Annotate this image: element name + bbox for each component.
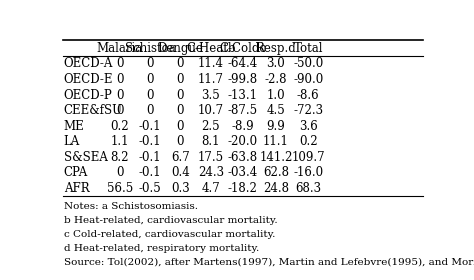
- Text: -63.8: -63.8: [228, 151, 258, 164]
- Text: -13.1: -13.1: [228, 88, 258, 102]
- Text: C-Coldc: C-Coldc: [219, 42, 266, 55]
- Text: 11.7: 11.7: [198, 73, 224, 86]
- Text: 0.2: 0.2: [110, 120, 129, 133]
- Text: Source: Tol(2002), after Martens(1997), Martin and Lefebvre(1995), and Morita: Source: Tol(2002), after Martens(1997), …: [64, 258, 474, 267]
- Text: 0: 0: [146, 88, 154, 102]
- Text: 0.2: 0.2: [299, 135, 318, 148]
- Text: 0: 0: [146, 57, 154, 71]
- Text: CEE&fSU: CEE&fSU: [64, 104, 123, 117]
- Text: 0: 0: [146, 104, 154, 117]
- Text: CPA: CPA: [64, 166, 88, 179]
- Text: 8.1: 8.1: [201, 135, 220, 148]
- Text: -2.8: -2.8: [265, 73, 287, 86]
- Text: 141.2: 141.2: [259, 151, 292, 164]
- Text: 6.7: 6.7: [171, 151, 190, 164]
- Text: LA: LA: [64, 135, 80, 148]
- Text: 4.7: 4.7: [201, 182, 220, 195]
- Text: 17.5: 17.5: [198, 151, 224, 164]
- Text: OECD-P: OECD-P: [64, 88, 112, 102]
- Text: AFR: AFR: [64, 182, 89, 195]
- Text: Dengue: Dengue: [157, 42, 203, 55]
- Text: 1.1: 1.1: [110, 135, 129, 148]
- Text: C-Heatb: C-Heatb: [186, 42, 236, 55]
- Text: 0.4: 0.4: [171, 166, 190, 179]
- Text: ME: ME: [64, 120, 84, 133]
- Text: -0.1: -0.1: [139, 120, 162, 133]
- Text: 0: 0: [177, 104, 184, 117]
- Text: -50.0: -50.0: [293, 57, 323, 71]
- Text: 0: 0: [116, 57, 124, 71]
- Text: 11.4: 11.4: [198, 57, 224, 71]
- Text: -20.0: -20.0: [228, 135, 258, 148]
- Text: -0.1: -0.1: [139, 166, 162, 179]
- Text: 1.0: 1.0: [267, 88, 285, 102]
- Text: 0.3: 0.3: [171, 182, 190, 195]
- Text: 0: 0: [177, 57, 184, 71]
- Text: c Cold-related, cardiovascular mortality.: c Cold-related, cardiovascular mortality…: [64, 230, 275, 239]
- Text: 0: 0: [116, 166, 124, 179]
- Text: 9.9: 9.9: [266, 120, 285, 133]
- Text: 3.6: 3.6: [299, 120, 318, 133]
- Text: -0.1: -0.1: [139, 135, 162, 148]
- Text: 2.5: 2.5: [201, 120, 220, 133]
- Text: 3.0: 3.0: [266, 57, 285, 71]
- Text: 24.3: 24.3: [198, 166, 224, 179]
- Text: 24.8: 24.8: [263, 182, 289, 195]
- Text: OECD-A: OECD-A: [64, 57, 113, 71]
- Text: b Heat-related, cardiovascular mortality.: b Heat-related, cardiovascular mortality…: [64, 216, 277, 225]
- Text: 109.7: 109.7: [292, 151, 325, 164]
- Text: 3.5: 3.5: [201, 88, 220, 102]
- Text: 0: 0: [116, 73, 124, 86]
- Text: -03.4: -03.4: [228, 166, 258, 179]
- Text: 0: 0: [146, 73, 154, 86]
- Text: -90.0: -90.0: [293, 73, 323, 86]
- Text: -72.3: -72.3: [293, 104, 323, 117]
- Text: -16.0: -16.0: [293, 166, 323, 179]
- Text: Malaria: Malaria: [97, 42, 143, 55]
- Text: 8.2: 8.2: [110, 151, 129, 164]
- Text: -64.4: -64.4: [228, 57, 258, 71]
- Text: Schistoa: Schistoa: [125, 42, 175, 55]
- Text: 62.8: 62.8: [263, 166, 289, 179]
- Text: 56.5: 56.5: [107, 182, 133, 195]
- Text: 0: 0: [177, 120, 184, 133]
- Text: d Heat-related, respiratory mortality.: d Heat-related, respiratory mortality.: [64, 244, 259, 253]
- Text: 0: 0: [116, 88, 124, 102]
- Text: -87.5: -87.5: [228, 104, 258, 117]
- Text: Resp.d: Resp.d: [255, 42, 296, 55]
- Text: 0: 0: [177, 135, 184, 148]
- Text: 10.7: 10.7: [198, 104, 224, 117]
- Text: -18.2: -18.2: [228, 182, 258, 195]
- Text: 0: 0: [116, 104, 124, 117]
- Text: -99.8: -99.8: [228, 73, 258, 86]
- Text: 0: 0: [177, 88, 184, 102]
- Text: 0: 0: [177, 73, 184, 86]
- Text: 11.1: 11.1: [263, 135, 289, 148]
- Text: OECD-E: OECD-E: [64, 73, 113, 86]
- Text: -8.6: -8.6: [297, 88, 319, 102]
- Text: -8.9: -8.9: [232, 120, 254, 133]
- Text: S&SEA: S&SEA: [64, 151, 108, 164]
- Text: 68.3: 68.3: [295, 182, 321, 195]
- Text: Notes: a Schistosomiasis.: Notes: a Schistosomiasis.: [64, 202, 198, 211]
- Text: -0.1: -0.1: [139, 151, 162, 164]
- Text: 4.5: 4.5: [266, 104, 285, 117]
- Text: Total: Total: [293, 42, 323, 55]
- Text: -0.5: -0.5: [139, 182, 162, 195]
